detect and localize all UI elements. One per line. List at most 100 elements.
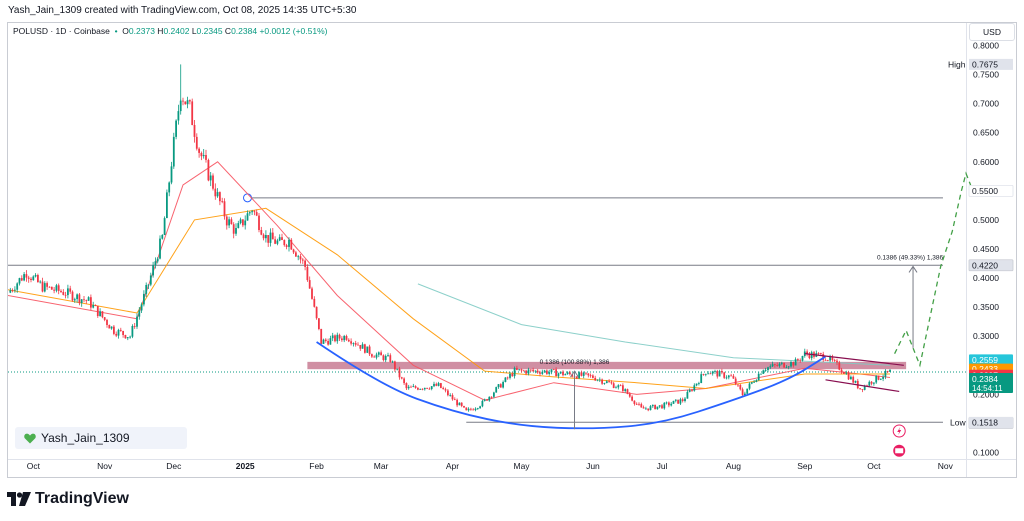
projection-path[interactable] <box>894 171 972 368</box>
y-tick-label: 0.4000 <box>973 273 999 283</box>
candle-body <box>16 283 19 290</box>
channel-line-1[interactable] <box>825 379 900 393</box>
high-value: 0.2402 <box>163 26 190 36</box>
candle-body <box>207 160 210 181</box>
tradingview-logo[interactable]: TradingView <box>7 490 129 508</box>
candle-body <box>39 281 42 283</box>
candle-body <box>513 368 516 377</box>
candle-body <box>447 390 449 396</box>
candle-body <box>295 252 297 257</box>
candle-body <box>175 120 177 137</box>
candle-body <box>562 371 564 376</box>
candle-body <box>301 259 304 261</box>
candle-body <box>601 379 603 384</box>
candle-body <box>638 403 640 405</box>
candle-body <box>80 299 83 303</box>
candle-body <box>555 369 557 377</box>
candle-body <box>138 310 141 317</box>
symbol-info-bar: POLUSD · 1D · Coinbase • O0.2373 H0.2402… <box>13 26 328 36</box>
candle-body <box>592 375 594 378</box>
candle-body <box>792 362 795 366</box>
candle-body <box>246 213 249 221</box>
candle-body <box>389 355 392 362</box>
candle-body <box>391 361 394 363</box>
candle-body <box>780 362 783 364</box>
candle-body <box>269 232 272 243</box>
candle-body <box>847 372 850 380</box>
candle-body <box>41 281 44 292</box>
candle-body <box>873 382 875 384</box>
candle-body <box>161 235 164 239</box>
candle-body <box>156 258 159 262</box>
candle-body <box>251 211 253 213</box>
candle-body <box>536 370 539 373</box>
candle-body <box>30 278 32 280</box>
x-tick-label: Nov <box>97 461 113 471</box>
candle-body <box>748 383 751 389</box>
candle-body <box>311 288 313 299</box>
resistance-zone[interactable] <box>307 361 907 370</box>
high-marker-tag <box>969 58 1013 70</box>
high-label: H <box>157 26 164 36</box>
candle-body <box>258 215 260 230</box>
candle-body <box>179 100 182 112</box>
candle-body <box>654 404 656 410</box>
candle-body <box>69 288 72 292</box>
candle-body <box>702 374 705 375</box>
candle-body <box>428 388 431 390</box>
candle-body <box>668 402 670 406</box>
candle-body <box>534 370 537 372</box>
moving-average-slow <box>8 207 890 390</box>
candle-body <box>34 275 37 277</box>
candle-body <box>854 380 857 383</box>
candle-body <box>698 383 700 384</box>
candle-body <box>624 389 627 391</box>
candle-body <box>200 153 203 157</box>
candle-body <box>191 101 194 125</box>
y-tick-label: 0.8000 <box>973 41 999 51</box>
candle-body <box>260 230 263 235</box>
candle-body <box>193 125 196 137</box>
candle-body <box>870 381 873 384</box>
y-tick-label: 0.6500 <box>973 128 999 138</box>
y-tick-label: 0.4500 <box>973 244 999 254</box>
candle-body <box>806 351 808 355</box>
candle-body <box>32 276 35 281</box>
candle-body <box>774 364 776 366</box>
candle-body <box>532 369 534 372</box>
candle-body <box>219 192 221 202</box>
level-anchor-handle[interactable] <box>243 193 252 203</box>
currency-button[interactable]: USD <box>969 23 1015 41</box>
candle-body <box>746 388 749 394</box>
candle-body <box>663 402 666 409</box>
cup-arc-curve[interactable] <box>316 341 827 430</box>
candle-body <box>90 297 92 308</box>
candle-body <box>808 354 811 359</box>
candle-body <box>877 375 880 380</box>
candle-body <box>564 374 567 376</box>
candle-body <box>320 328 323 344</box>
price-tag-label-0: 0.5500 <box>972 186 998 196</box>
candle-body <box>159 238 161 259</box>
channel-line-0[interactable] <box>804 353 904 366</box>
x-tick-label: Oct <box>27 461 41 471</box>
y-tick-label: 0.3000 <box>973 331 999 341</box>
candle-body <box>575 376 578 379</box>
candle-body <box>99 311 101 317</box>
price-chart[interactable]: 0.1386 (100.88%) 1,386 0.1386 (49.33%) 1,… <box>8 23 1016 477</box>
candle-body <box>400 377 403 379</box>
candle-body <box>546 370 548 374</box>
symbol-name[interactable]: POLUSD · 1D · Coinbase <box>13 26 110 36</box>
candle-body <box>18 278 21 284</box>
candle-body <box>640 404 643 408</box>
candle-body <box>9 290 12 293</box>
candle-body <box>449 395 452 396</box>
candle-body <box>154 261 157 266</box>
candle-body <box>843 372 845 374</box>
low-label: L <box>191 26 197 36</box>
candle-body <box>550 369 553 373</box>
candle-body <box>518 369 521 371</box>
candle-body <box>14 289 16 291</box>
candle-body <box>347 339 350 342</box>
y-tick-label: 0.2000 <box>973 389 999 399</box>
